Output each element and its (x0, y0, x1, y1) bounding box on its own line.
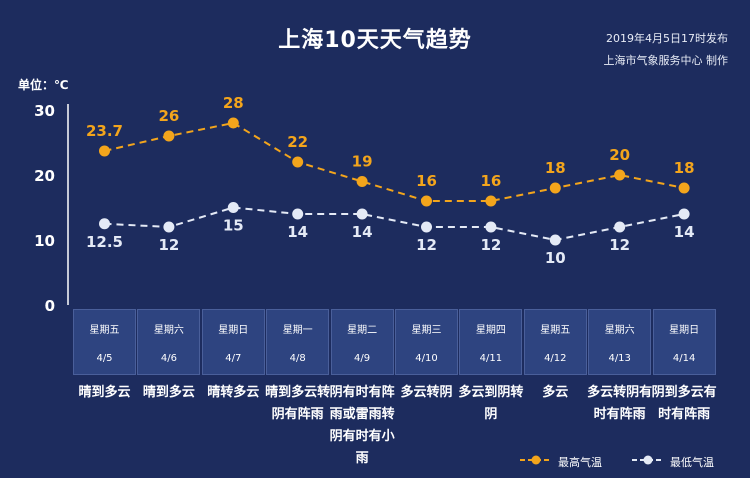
low-temp-point (163, 221, 175, 233)
day-cell: 星期二 4/9 (330, 309, 394, 375)
high-temp-label: 18 (545, 159, 566, 177)
high-temp-label: 19 (352, 153, 373, 171)
weekday-label: 星期四 (475, 325, 506, 336)
day-cell: 星期五 4/5 (73, 309, 136, 375)
low-temp-point (549, 234, 561, 246)
date-label: 4/6 (160, 353, 177, 364)
weather-description: 多云转阴有时有阵雨 (587, 385, 653, 422)
low-temp-label: 12 (480, 236, 501, 254)
weekday-label: 星期六 (153, 325, 184, 336)
date-label: 4/13 (608, 353, 631, 364)
unit-label: 单位：℃ (18, 78, 69, 92)
high-temp-point (614, 169, 626, 181)
publisher-credit: 上海市气象服务中心 制作 (603, 54, 729, 67)
legend-high-label: 最高气温 (558, 456, 602, 469)
low-temp-line (104, 206, 685, 242)
high-temp-point (485, 195, 497, 207)
high-temp-point (99, 145, 110, 157)
legend-low-label: 最低气温 (670, 456, 714, 469)
high-temp-label: 23.7 (86, 122, 123, 140)
high-temp-label: 28 (223, 94, 244, 112)
weekday-label: 星期一 (282, 325, 313, 336)
date-label: 4/7 (225, 353, 242, 364)
weather-description: 晴转多云 (207, 385, 260, 400)
high-temp-label: 20 (609, 146, 630, 164)
high-temp-label: 18 (674, 159, 695, 177)
weather-description: 多云转阴 (400, 385, 453, 400)
weather-description: 阴到多云有时有阵雨 (651, 385, 717, 422)
weather-description: 晴到多云 (142, 385, 195, 400)
date-label: 4/11 (479, 353, 503, 364)
low-temp-label: 12.5 (86, 233, 123, 251)
high-temp-line (104, 121, 685, 202)
y-tick-label: 20 (34, 167, 55, 185)
weekday-label: 星期五 (540, 325, 571, 336)
date-label: 4/12 (544, 353, 567, 364)
weekday-label: 星期六 (604, 325, 635, 336)
weather-description: 多云到阴转阴 (458, 385, 524, 422)
day-cell: 星期六 4/13 (588, 309, 652, 375)
y-tick-label: 0 (45, 297, 55, 315)
date-label: 4/9 (354, 353, 371, 364)
y-tick-label: 30 (34, 102, 55, 120)
weekday-label: 星期三 (411, 325, 442, 336)
date-label: 4/8 (289, 353, 306, 364)
high-temp-point (163, 130, 175, 142)
low-temp-label: 12 (158, 236, 179, 254)
weekday-label: 星期日 (218, 325, 249, 336)
low-temp-point (421, 221, 432, 233)
weekday-label: 星期日 (669, 325, 700, 336)
low-temp-label: 14 (352, 223, 373, 241)
legend-high-marker (531, 455, 541, 465)
low-temp-label: 14 (674, 223, 695, 241)
day-cell: 星期五 4/12 (523, 309, 587, 375)
low-temp-label: 12 (609, 236, 630, 254)
low-temp-label: 10 (545, 249, 566, 267)
weather-description: 晴到多云 (78, 385, 131, 400)
low-temp-point (356, 208, 368, 220)
weather-description: 晴到多云转阴有阵雨 (265, 385, 331, 422)
high-temp-point (292, 156, 304, 168)
high-temp-label: 16 (480, 172, 501, 190)
low-temp-label: 15 (223, 217, 244, 235)
high-temp-point (227, 117, 239, 129)
weather-description: 多云 (542, 385, 569, 400)
high-temp-point (678, 182, 690, 194)
day-cell: 星期三 4/10 (395, 309, 458, 375)
weekday-label: 星期二 (347, 325, 378, 336)
date-label: 4/5 (96, 353, 113, 364)
high-temp-point (356, 176, 368, 187)
day-cell: 星期六 4/6 (137, 309, 201, 375)
weekday-label: 星期五 (89, 325, 120, 336)
weather-description: 阴有时有阵雨或雷雨转阴有时有小雨 (329, 385, 395, 466)
high-temp-label: 22 (287, 133, 308, 151)
day-cell: 星期一 4/8 (266, 309, 330, 375)
day-cell: 星期日 4/7 (201, 309, 265, 375)
low-temp-point (227, 202, 239, 213)
low-temp-point (292, 208, 304, 220)
low-temp-point (678, 208, 690, 220)
publish-date: 2019年4月5日17时发布 (606, 32, 728, 45)
low-temp-point (99, 218, 110, 230)
day-cell: 星期日 4/14 (652, 309, 716, 375)
date-label: 4/10 (415, 353, 438, 364)
low-temp-label: 12 (416, 236, 437, 254)
chart-title: 上海10天天气趋势 (278, 28, 472, 53)
high-temp-label: 26 (158, 107, 179, 125)
day-cell: 星期四 4/11 (459, 309, 523, 375)
legend-low-marker (643, 455, 653, 465)
y-tick-label: 10 (34, 232, 55, 250)
low-temp-point (485, 221, 497, 233)
low-temp-label: 14 (287, 223, 308, 241)
high-temp-point (421, 195, 432, 207)
high-temp-label: 16 (416, 172, 437, 190)
low-temp-point (614, 221, 626, 233)
high-temp-point (549, 182, 561, 194)
date-label: 4/14 (672, 353, 696, 364)
